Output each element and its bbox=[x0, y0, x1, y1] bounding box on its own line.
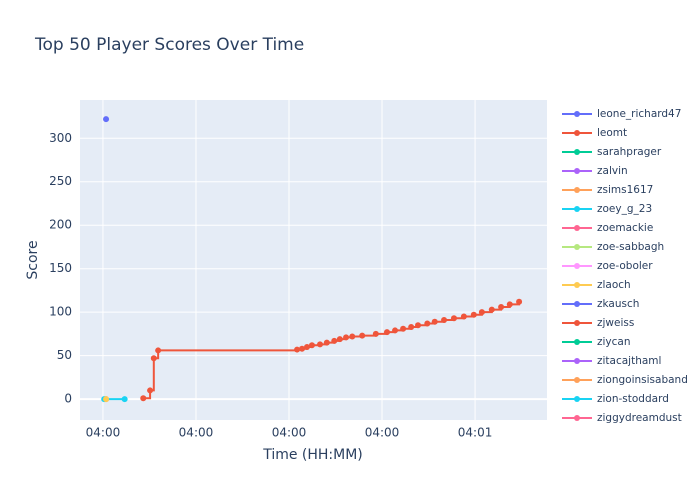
data-point bbox=[294, 346, 301, 353]
legend-marker bbox=[574, 149, 580, 155]
data-point bbox=[303, 343, 310, 350]
legend-marker bbox=[574, 263, 580, 269]
data-point bbox=[336, 336, 343, 343]
legend-marker bbox=[574, 377, 580, 383]
data-point bbox=[516, 298, 523, 305]
legend-marker bbox=[574, 111, 580, 117]
data-point bbox=[478, 309, 485, 316]
data-point bbox=[441, 317, 448, 323]
legend-label: zsims1617 bbox=[597, 184, 653, 196]
data-point bbox=[308, 342, 315, 349]
y-tick-label: 200 bbox=[49, 218, 72, 232]
data-point bbox=[103, 396, 110, 403]
y-tick-label: 100 bbox=[49, 305, 72, 319]
y-tick-label: 300 bbox=[49, 131, 72, 145]
data-point bbox=[450, 315, 457, 322]
x-tick-label: 04:00 bbox=[86, 426, 121, 440]
legend-label: zjweiss bbox=[597, 317, 634, 329]
legend-marker bbox=[574, 358, 580, 364]
legend-marker bbox=[574, 244, 580, 250]
y-tick-label: 0 bbox=[64, 392, 72, 406]
legend-label: zoe-oboler bbox=[597, 260, 653, 272]
x-tick-label: 04:00 bbox=[272, 426, 307, 440]
legend-label: zoey_g_23 bbox=[597, 203, 652, 215]
x-tick-label: 04:00 bbox=[179, 426, 214, 440]
data-point bbox=[349, 333, 356, 340]
data-point bbox=[415, 322, 422, 329]
data-point bbox=[431, 318, 438, 325]
y-axis-title: Score bbox=[25, 240, 41, 279]
legend-marker bbox=[574, 168, 580, 174]
legend-marker bbox=[574, 320, 580, 326]
data-point bbox=[488, 306, 495, 313]
legend-marker bbox=[574, 206, 580, 212]
legend-label: zlaoch bbox=[597, 279, 631, 291]
data-point bbox=[383, 329, 390, 336]
legend-marker bbox=[574, 396, 580, 402]
legend-label: ziggydreamdust bbox=[597, 412, 682, 424]
legend-label: sarahprager bbox=[597, 146, 662, 158]
legend-label: zoe-sabbagh bbox=[597, 241, 664, 253]
legend-label: ziycan bbox=[597, 336, 631, 348]
data-point bbox=[121, 396, 128, 403]
legend-marker bbox=[574, 301, 580, 307]
legend-marker bbox=[574, 130, 580, 136]
y-tick-label: 50 bbox=[57, 348, 72, 362]
data-point bbox=[359, 332, 366, 339]
chart-title: Top 50 Player Scores Over Time bbox=[34, 35, 304, 55]
legend-label: zoemackie bbox=[597, 222, 653, 234]
data-point bbox=[343, 334, 350, 341]
legend-label: zalvin bbox=[597, 165, 628, 177]
legend-label: leomt bbox=[597, 127, 627, 139]
plot-area bbox=[80, 100, 547, 420]
legend-label: zkausch bbox=[597, 298, 639, 310]
x-axis-title: Time (HH:MM) bbox=[262, 447, 363, 463]
legend-marker bbox=[574, 415, 580, 421]
data-point bbox=[400, 325, 407, 332]
legend-label: ziongoinsisaband bbox=[597, 374, 688, 386]
data-point bbox=[155, 347, 162, 354]
legend-marker bbox=[574, 225, 580, 231]
legend-label: zitacajthaml bbox=[597, 355, 661, 367]
data-point bbox=[424, 320, 431, 327]
data-point bbox=[408, 323, 415, 330]
x-tick-label: 04:01 bbox=[458, 426, 493, 440]
data-point bbox=[150, 355, 157, 362]
data-point bbox=[331, 337, 338, 344]
legend-marker bbox=[574, 282, 580, 288]
data-point bbox=[506, 301, 513, 308]
data-point bbox=[323, 339, 330, 346]
data-point bbox=[470, 311, 477, 318]
legend-label: leone_richard47 bbox=[597, 108, 681, 120]
legend-marker bbox=[574, 187, 580, 193]
data-point bbox=[460, 313, 467, 320]
data-point bbox=[317, 341, 324, 348]
data-point bbox=[140, 395, 147, 402]
x-tick-label: 04:00 bbox=[365, 426, 400, 440]
data-point bbox=[147, 387, 154, 394]
data-point bbox=[498, 303, 505, 310]
legend-label: zion-stoddard bbox=[597, 393, 669, 405]
data-point bbox=[103, 116, 110, 123]
y-tick-label: 150 bbox=[49, 261, 72, 275]
legend-marker bbox=[574, 339, 580, 345]
data-point bbox=[392, 327, 399, 334]
data-point bbox=[372, 330, 379, 337]
y-tick-label: 250 bbox=[49, 174, 72, 188]
data-point bbox=[299, 345, 306, 352]
